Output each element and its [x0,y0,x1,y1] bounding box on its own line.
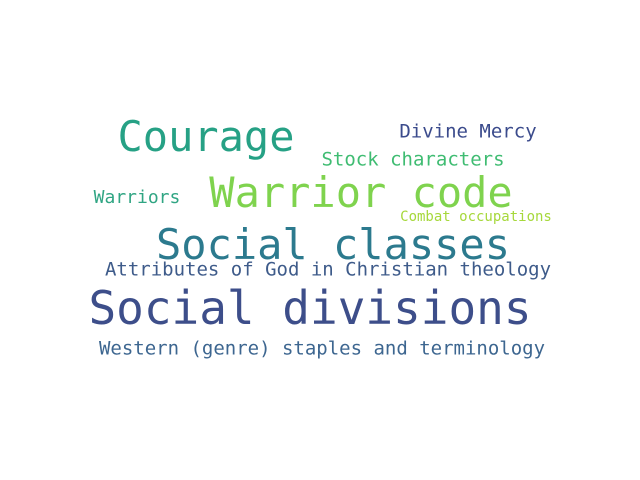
word-western-staples: Western (genre) staples and terminology [98,337,546,360]
word-attributes-of-god: Attributes of God in Christian theology [104,258,552,281]
word-stock-characters: Stock characters [321,148,505,171]
word-courage: Courage [117,112,295,161]
word-combat-occupations: Combat occupations [400,209,552,225]
word-social-classes: Social classes [155,220,511,269]
word-warrior-code: Warrior code [209,168,513,217]
word-warriors: Warriors [93,187,181,208]
word-social-divisions: Social divisions [88,281,532,335]
word-divine-mercy: Divine Mercy [399,120,537,143]
